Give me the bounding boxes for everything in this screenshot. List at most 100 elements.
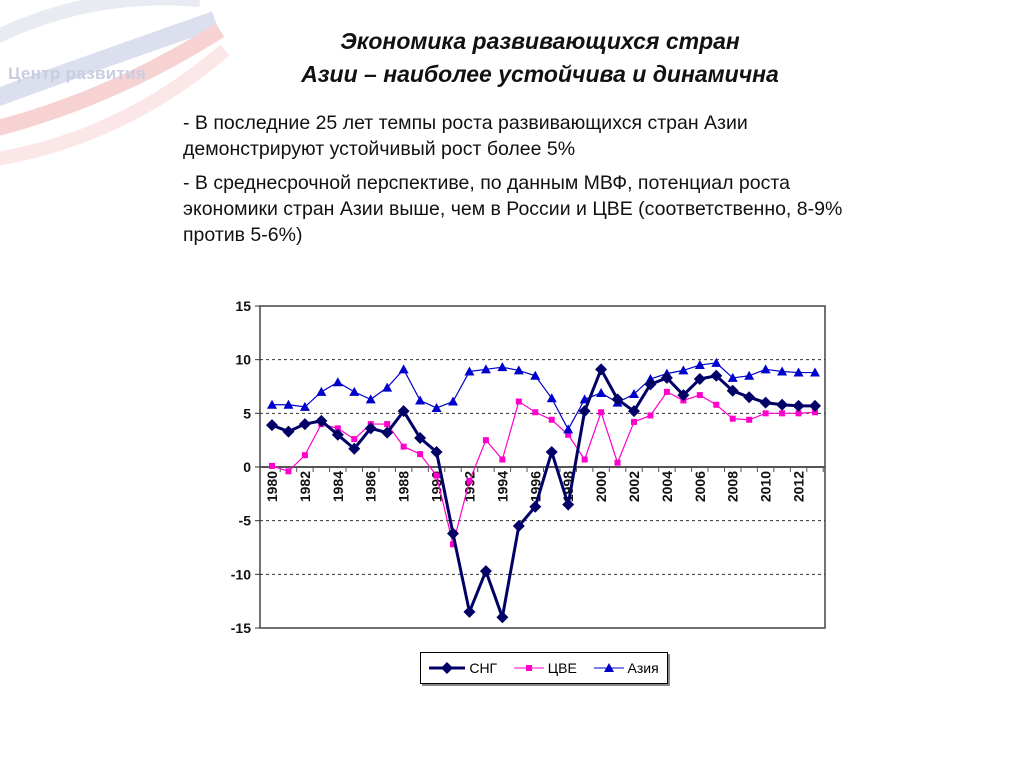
data-point-cee xyxy=(433,472,440,479)
data-point-asia xyxy=(448,396,458,406)
x-tick-label: 1988 xyxy=(396,471,412,502)
x-tick-label: 1994 xyxy=(494,471,510,502)
data-point-asia xyxy=(546,393,557,403)
data-point-cee xyxy=(515,398,522,405)
data-point-cee xyxy=(779,410,786,417)
data-point-sng xyxy=(562,498,575,511)
data-point-asia xyxy=(431,402,442,412)
logo xyxy=(0,0,230,166)
x-tick-label: 2004 xyxy=(659,471,675,502)
x-tick-label: 2000 xyxy=(593,471,609,502)
data-point-cee xyxy=(351,436,358,443)
data-point-asia xyxy=(464,366,475,376)
data-point-cee xyxy=(696,392,703,399)
data-point-cee xyxy=(598,409,605,416)
data-point-asia xyxy=(596,387,607,397)
data-point-asia xyxy=(563,424,574,434)
data-point-asia xyxy=(299,401,310,411)
data-point-cee xyxy=(746,416,753,423)
x-tick-label: 2006 xyxy=(692,471,708,502)
x-tick-label: 1980 xyxy=(264,471,280,502)
data-point-asia xyxy=(316,386,327,396)
legend-marker-square xyxy=(513,665,544,671)
data-point-cee xyxy=(301,452,308,459)
legend-label-cee: ЦВЕ xyxy=(547,660,577,676)
series-line-square xyxy=(271,391,816,545)
data-point-sng xyxy=(759,396,772,409)
x-tick-label: 2008 xyxy=(725,471,741,502)
data-point-sng xyxy=(266,419,278,432)
y-tick-label: 5 xyxy=(243,405,251,421)
data-point-sng xyxy=(315,414,328,427)
data-point-asia xyxy=(480,364,491,374)
data-point-asia xyxy=(744,370,755,380)
data-point-cee xyxy=(762,410,769,417)
x-tick-label: 2012 xyxy=(791,471,807,502)
data-point-asia xyxy=(760,364,771,374)
data-point-sng xyxy=(677,389,690,402)
data-point-sng xyxy=(743,391,756,404)
data-point-sng xyxy=(776,398,789,411)
data-point-asia xyxy=(398,364,409,374)
x-tick-label: 1982 xyxy=(297,471,313,502)
data-point-cee xyxy=(466,477,473,484)
data-point-asia xyxy=(678,365,689,375)
data-point-cee xyxy=(384,421,391,428)
data-point-cee xyxy=(334,425,341,432)
x-tick-label: 1986 xyxy=(363,471,379,502)
chart-legend: СНГ ЦВЕ Азия xyxy=(420,652,668,684)
data-point-sng xyxy=(660,371,673,384)
data-point-cee xyxy=(729,415,736,422)
data-point-sng xyxy=(282,425,295,438)
data-point-sng xyxy=(463,605,476,618)
data-point-cee xyxy=(647,412,654,419)
data-point-asia xyxy=(530,370,541,380)
data-point-sng xyxy=(348,442,361,455)
data-point-sng xyxy=(611,393,624,406)
logo-text: Центр развития xyxy=(8,64,147,83)
data-point-sng xyxy=(447,527,459,540)
data-point-sng xyxy=(726,384,739,397)
data-point-asia xyxy=(629,389,639,399)
legend-label-asia: Азия xyxy=(627,660,659,676)
data-point-asia xyxy=(497,362,508,372)
data-point-sng xyxy=(628,405,640,418)
data-point-asia xyxy=(694,360,705,370)
data-point-asia xyxy=(711,357,722,367)
data-point-cee xyxy=(400,443,407,450)
data-point-cee xyxy=(417,451,424,458)
data-point-cee xyxy=(631,418,637,425)
legend-item-asia: Азия xyxy=(593,660,659,676)
data-point-cee xyxy=(499,456,506,463)
data-point-sng xyxy=(479,565,492,578)
data-point-sng xyxy=(430,445,443,458)
y-tick-label: 10 xyxy=(235,352,251,368)
legend-marker-triangle xyxy=(593,663,624,672)
legend-item-cee: ЦВЕ xyxy=(513,660,577,676)
data-point-cee xyxy=(482,437,489,444)
data-point-cee xyxy=(614,459,621,466)
data-point-asia xyxy=(332,377,343,387)
series-line-diamond xyxy=(271,365,815,624)
data-point-asia xyxy=(382,382,393,392)
x-tick-label: 2010 xyxy=(758,471,774,502)
data-point-asia xyxy=(283,399,294,409)
data-point-sng xyxy=(595,363,608,376)
bullet-1: - В последние 25 лет темпы роста развива… xyxy=(183,112,748,160)
data-point-asia xyxy=(810,367,820,377)
data-point-cee xyxy=(565,431,572,438)
data-point-cee xyxy=(450,541,456,548)
y-tick-label: -15 xyxy=(231,620,251,636)
data-point-cee xyxy=(812,409,818,416)
data-point-sng xyxy=(397,405,410,418)
data-point-cee xyxy=(581,456,588,463)
bullet-2: - В среднесрочной перспективе, по данным… xyxy=(183,172,843,246)
series-line-triangle xyxy=(272,362,815,431)
x-tick-label: 1984 xyxy=(330,471,346,502)
y-tick-label: 15 xyxy=(235,298,251,314)
data-point-sng xyxy=(809,399,821,412)
data-point-asia xyxy=(349,386,360,396)
data-point-sng xyxy=(414,432,427,445)
data-point-sng xyxy=(331,428,344,441)
data-point-asia xyxy=(365,394,376,404)
